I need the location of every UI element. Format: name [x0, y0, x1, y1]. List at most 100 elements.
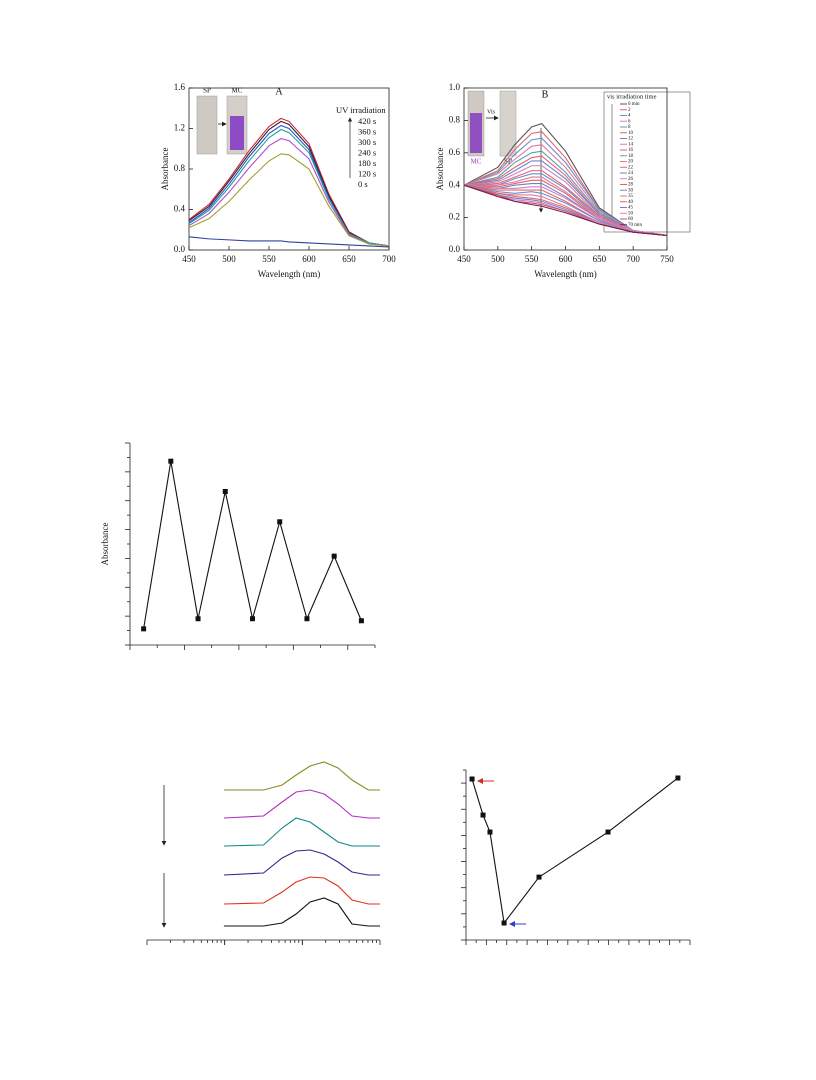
data-point	[487, 829, 493, 835]
data-line	[223, 789, 380, 819]
legend-label: 420 s	[358, 116, 376, 126]
data-line	[143, 461, 362, 629]
data-point	[304, 616, 310, 622]
x-tick-label: 600	[302, 254, 316, 264]
x-tick-label: 700	[382, 254, 396, 264]
data-point	[250, 616, 255, 622]
legend-label: 16	[628, 148, 634, 153]
x-axis-label: Wavelength (nm)	[258, 269, 321, 279]
legend-label: 24	[628, 171, 634, 176]
legend-box	[603, 91, 691, 233]
inset-tube	[499, 90, 517, 157]
legend-label: 28	[628, 183, 634, 188]
annotation: SP	[203, 87, 211, 95]
legend-title: UV irradiation	[336, 105, 386, 115]
data-point	[536, 874, 542, 880]
y-tick-label: 1.0	[449, 82, 461, 92]
legend-label: 180 s	[358, 158, 376, 168]
y-tick-label: 0.6	[449, 147, 461, 157]
x-axis-label: Wavelength (nm)	[534, 269, 597, 279]
annotation: MC	[232, 87, 243, 95]
inset-solution	[230, 116, 244, 150]
legend-label: 300 s	[358, 137, 376, 147]
x-tick-label: 750	[660, 254, 674, 264]
legend-label: 45	[628, 206, 634, 211]
x-tick-label: 500	[222, 254, 236, 264]
data-line	[463, 165, 668, 236]
data-line	[471, 777, 679, 925]
x-tick-label: 550	[525, 254, 539, 264]
legend-label: 4	[628, 114, 631, 119]
legend-label: 10	[628, 131, 634, 136]
y-tick-label: 0.4	[449, 179, 461, 189]
data-line	[188, 153, 390, 247]
legend-label: 0 s	[358, 179, 368, 189]
legend-label: 6	[628, 119, 631, 124]
inset-tube	[196, 95, 218, 155]
data-point	[480, 812, 486, 818]
legend-label: 12	[628, 137, 634, 142]
y-axis-label: Absorbance	[100, 523, 110, 566]
x-tick-label: 650	[342, 254, 356, 264]
y-axis-label: Absorbance	[160, 148, 170, 191]
legend-label: 60	[628, 217, 634, 222]
y-tick-label: 1.6	[174, 82, 186, 92]
legend-label: 30	[628, 188, 634, 193]
data-point	[277, 519, 283, 525]
legend-label: 70 min	[628, 223, 643, 228]
data-point	[168, 458, 174, 464]
data-point	[501, 920, 507, 926]
x-tick-label: 650	[593, 254, 607, 264]
data-line	[223, 761, 380, 791]
y-tick-label: 0.4	[174, 204, 186, 214]
data-point	[222, 488, 228, 494]
y-tick-label: 1.2	[174, 123, 185, 133]
data-line	[188, 138, 390, 247]
data-line	[188, 236, 390, 248]
data-point	[675, 775, 681, 781]
x-tick-label: 600	[559, 254, 573, 264]
data-point	[469, 776, 475, 782]
y-tick-label: 0.0	[174, 244, 186, 254]
legend-label: 240 s	[358, 147, 376, 157]
data-line	[463, 184, 668, 236]
data-line	[223, 876, 380, 905]
legend-label: 20	[628, 160, 634, 165]
data-line	[223, 897, 380, 927]
y-axis-label: Absorbance	[435, 148, 445, 191]
data-line	[188, 117, 390, 247]
legend-label: 35	[628, 194, 634, 199]
legend-label: 14	[628, 142, 634, 147]
data-line	[188, 120, 390, 247]
x-tick-label: 550	[262, 254, 276, 264]
panel-label: A	[275, 86, 283, 97]
y-tick-label: 0.8	[174, 163, 186, 173]
data-point	[331, 553, 337, 559]
legend-label: 120 s	[358, 168, 376, 178]
data-line	[223, 849, 380, 876]
data-point	[141, 626, 147, 632]
annotation: MC	[471, 158, 482, 166]
y-tick-label: 0.8	[449, 114, 461, 124]
legend-label: 360 s	[358, 126, 376, 136]
legend-label: 26	[628, 177, 634, 182]
legend-label: 22	[628, 165, 634, 170]
data-point	[605, 829, 611, 835]
data-point	[358, 618, 364, 624]
data-point	[195, 616, 201, 622]
legend-label: 2	[628, 108, 631, 113]
legend-label: 40	[628, 200, 634, 205]
x-tick-label: 700	[626, 254, 640, 264]
y-tick-label: 0.2	[449, 212, 460, 222]
x-tick-label: 450	[457, 254, 471, 264]
legend-label: 50	[628, 211, 634, 216]
x-tick-label: 450	[182, 254, 196, 264]
annotation: Vis	[487, 109, 496, 115]
legend-title: vis irradiation time	[607, 93, 657, 100]
legend-label: 0 min	[628, 102, 640, 107]
data-line	[188, 128, 390, 247]
legend-label: 8	[628, 125, 631, 130]
y-tick-label: 0.0	[449, 244, 461, 254]
